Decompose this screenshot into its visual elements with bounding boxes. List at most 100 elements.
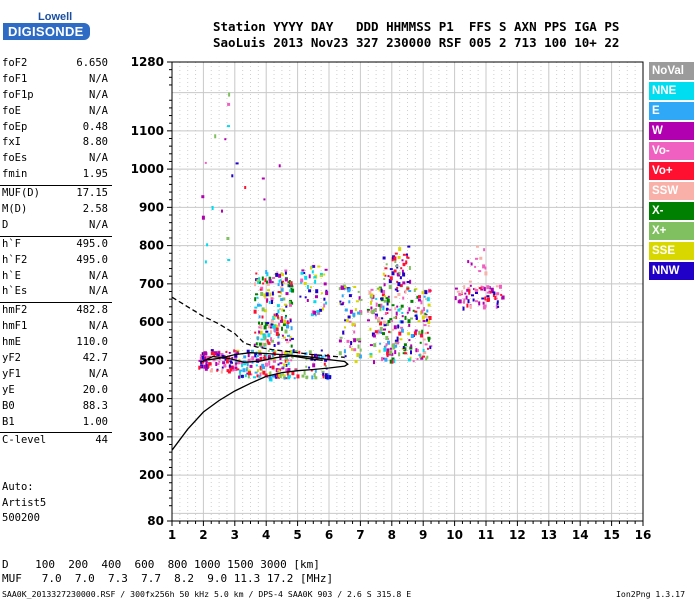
echo-point: [244, 374, 247, 378]
echo-point: [201, 215, 205, 220]
echo-point: [383, 283, 386, 287]
echo-point: [484, 271, 488, 276]
ionogram-chart: 1 2 3 4 5 6 7 8 9 10 11 12 13 14 15 1680200300400500600…: [131, 55, 652, 542]
echo-point: [305, 376, 308, 380]
param-row: B1 1.00: [0, 416, 112, 432]
echo-point: [382, 308, 385, 311]
echo-point: [224, 358, 227, 361]
echo-point: [314, 353, 317, 358]
echo-point: [318, 354, 320, 358]
echo-point: [209, 369, 213, 373]
echo-point: [271, 291, 274, 296]
echo-point: [338, 339, 342, 343]
echo-point: [340, 303, 344, 306]
y-tick-label: 400: [139, 392, 164, 406]
param-row: hmE 110.0: [0, 336, 112, 352]
echo-point: [240, 374, 244, 378]
echo-point: [422, 338, 426, 341]
echo-point: [323, 362, 326, 366]
echo-point: [258, 330, 261, 334]
echo-point: [394, 307, 397, 311]
echo-point: [376, 332, 380, 335]
echo-point: [389, 276, 393, 281]
echo-point: [308, 366, 311, 369]
echo-point: [261, 307, 265, 312]
legend-item-nnw: NNW: [649, 262, 694, 280]
echo-point: [234, 356, 238, 360]
echo-point: [271, 365, 275, 370]
echo-point: [375, 302, 378, 307]
echo-point: [378, 331, 382, 334]
footer-file-info: SAA0K_2013327230000.RSF / 300fx256h 50 k…: [2, 589, 412, 599]
echo-point: [368, 290, 372, 295]
echo-point: [327, 356, 331, 361]
echo-point: [204, 360, 208, 363]
param-row: h`E N/A: [0, 270, 112, 286]
param-label: hmF2: [2, 304, 28, 317]
echo-point: [420, 334, 424, 338]
param-label: yE: [2, 383, 15, 396]
echo-point: [262, 334, 266, 339]
echo-point: [214, 351, 217, 356]
echo-point: [236, 368, 240, 371]
echo-point: [354, 308, 357, 312]
echo-point: [269, 326, 272, 329]
echo-point: [403, 263, 406, 267]
echo-point: [301, 269, 305, 272]
echo-point: [287, 368, 291, 371]
echo-point: [428, 289, 432, 292]
param-value: 482.8: [76, 304, 108, 317]
echo-point: [205, 361, 208, 365]
echo-point: [270, 318, 274, 323]
echo-point: [458, 299, 462, 304]
echo-point: [303, 282, 307, 285]
echo-point: [258, 353, 262, 356]
echo-point: [458, 292, 462, 296]
echo-point: [315, 289, 319, 294]
echo-point: [395, 265, 398, 268]
echo-point: [286, 324, 289, 329]
echo-point: [426, 318, 428, 322]
echo-point: [273, 327, 276, 332]
param-value: 0.48: [82, 120, 108, 133]
echo-point: [259, 356, 263, 361]
echo-point: [344, 355, 347, 358]
echo-point: [210, 368, 213, 371]
echo-point: [373, 308, 377, 312]
echo-point: [284, 377, 288, 380]
echo-point: [258, 324, 262, 326]
echo-point: [399, 338, 403, 341]
trace-profile-main: [171, 352, 349, 451]
legend-item-vo: Vo+: [649, 162, 694, 180]
echo-point: [407, 358, 411, 362]
echo-point: [382, 272, 385, 276]
echo-point: [218, 360, 221, 363]
echo-point: [281, 281, 284, 286]
echo-point: [264, 373, 268, 377]
echo-point: [311, 270, 314, 274]
echo-point: [412, 309, 415, 312]
echo-point: [280, 287, 284, 292]
echo-point: [420, 356, 424, 360]
echo-point: [263, 336, 266, 341]
echo-point: [369, 353, 373, 358]
echo-point: [253, 376, 256, 379]
echo-point: [267, 341, 271, 345]
param-separator: [0, 235, 112, 237]
echo-point: [402, 346, 405, 349]
echo-point: [282, 322, 286, 327]
echo-point: [383, 347, 387, 352]
echo-point: [422, 320, 426, 322]
echo-point: [233, 369, 237, 371]
param-row: foE N/A: [0, 105, 112, 121]
echo-point: [415, 317, 418, 320]
echo-point: [270, 297, 274, 302]
echo-point: [344, 308, 348, 312]
echo-point: [223, 364, 227, 368]
echo-point: [203, 356, 207, 360]
echo-point: [229, 360, 233, 363]
echo-point: [483, 248, 486, 252]
param-row: fxI 8.80: [0, 136, 112, 152]
echo-point: [214, 134, 217, 139]
echo-point: [402, 281, 406, 285]
